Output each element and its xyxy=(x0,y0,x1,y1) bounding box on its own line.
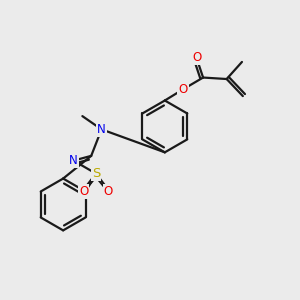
Text: N: N xyxy=(97,123,106,136)
Text: N: N xyxy=(69,154,78,167)
Text: O: O xyxy=(104,185,113,198)
Text: S: S xyxy=(92,167,100,180)
Text: O: O xyxy=(79,185,88,198)
Text: O: O xyxy=(178,83,188,96)
Text: O: O xyxy=(193,51,202,64)
